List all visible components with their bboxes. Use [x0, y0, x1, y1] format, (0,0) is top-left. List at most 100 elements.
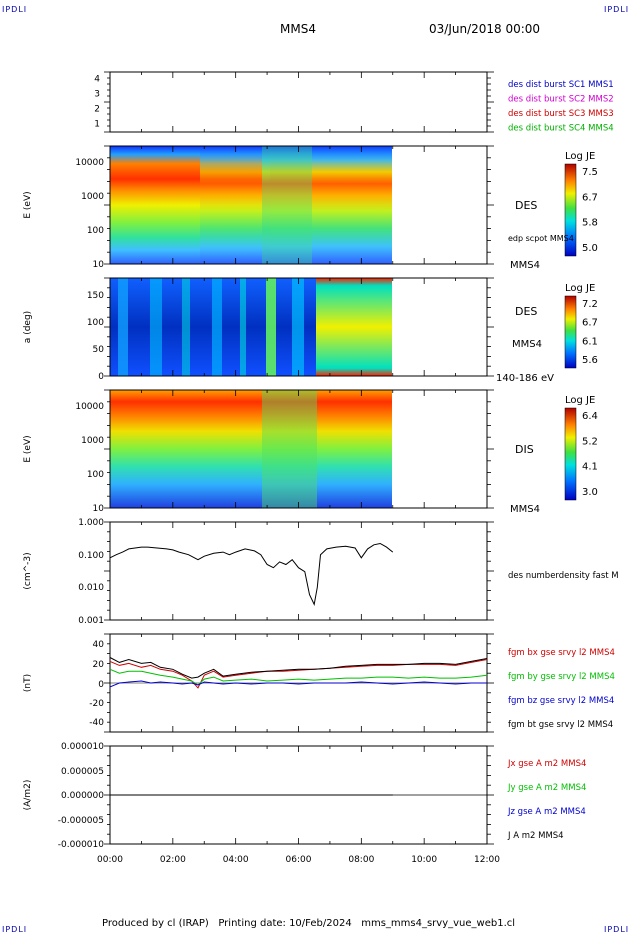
- dis-energy-patch: [262, 390, 317, 508]
- y-axis-label: (A/m2): [23, 780, 33, 811]
- bfield-legend-entry: fgm bt gse srvy l2 MMS4: [508, 720, 613, 730]
- bfield-legend-entry: fgm bx gse srvy l2 MMS4: [508, 648, 615, 658]
- y-axis-label: (cm^-3): [23, 552, 33, 589]
- y-tick-label: 1000: [81, 192, 104, 202]
- y-tick-label: 1.000: [78, 518, 104, 528]
- corner-label-bottom-right: IPDLI: [604, 925, 630, 934]
- bfield-series: [109, 657, 488, 689]
- pitch-stripe-3: [182, 278, 190, 376]
- bfield-line-3: [109, 657, 488, 679]
- des-pitch-colorbar: [564, 295, 577, 369]
- current-legend-entry: Jz gse A m2 MMS4: [507, 807, 586, 817]
- time-tick-label: 12:00: [474, 855, 500, 865]
- pitch-stripe-7: [292, 278, 304, 376]
- y-tick-label: 3: [94, 90, 100, 100]
- des-energy-patch-b: [262, 146, 392, 264]
- pitch-stripe-1: [118, 278, 128, 376]
- y-tick-label: 0: [98, 372, 104, 382]
- des-energy-patch-c: [262, 146, 312, 264]
- y-tick-label: 100: [87, 318, 104, 328]
- des-energy-sublabel: edp scpot MMS4: [508, 234, 574, 243]
- y-tick-label: 2: [94, 105, 100, 115]
- y-tick-label: 10: [93, 260, 105, 270]
- y-tick-label: 4: [94, 75, 100, 85]
- y-axis-label: E (eV): [23, 435, 33, 462]
- colorbar-tick-label: 6.7: [582, 318, 598, 329]
- y-tick-label: 0.100: [78, 551, 104, 561]
- pitch-stripe-2: [150, 278, 162, 376]
- y-axis-label: (nT): [23, 674, 33, 692]
- corner-label-top-left: IPDLI: [2, 5, 28, 14]
- y-tick-label: 0.000000: [61, 791, 104, 801]
- footer-text: Produced by cl (IRAP) Printing date: 10/…: [102, 918, 516, 929]
- des-energy-sc-label: MMS4: [510, 260, 540, 271]
- corner-label-bottom-left: IPDLI: [2, 925, 28, 934]
- orbit-panel: [109, 71, 488, 133]
- time-tick-label: 00:00: [97, 855, 123, 865]
- colorbar-tick-label: 5.2: [582, 436, 598, 447]
- des-pitch-sc-label: MMS4: [512, 339, 542, 350]
- density-panel: [109, 521, 488, 621]
- colorbar-tick-label: 3.0: [582, 487, 598, 498]
- axes-layer: [104, 71, 494, 845]
- y-tick-label: -0.000005: [58, 816, 104, 826]
- orbit-legend-entry: des dist burst SC1 MMS1: [508, 80, 614, 90]
- pitch-stripe-4: [212, 278, 222, 376]
- datetime-title: 03/Jun/2018 00:00: [429, 22, 541, 36]
- y-axis-label: E (eV): [23, 191, 33, 218]
- des-pitch-label: DES: [515, 305, 537, 318]
- spacecraft-title: MMS4: [280, 22, 316, 36]
- y-tick-label: 100: [87, 226, 104, 236]
- y-tick-label: -20: [89, 699, 104, 709]
- colorbar-tick-label: 4.1: [582, 462, 598, 473]
- time-tick-label: 08:00: [348, 855, 374, 865]
- orbit-frame: [109, 71, 488, 133]
- colorbar-tick-label: 6.1: [582, 336, 598, 347]
- dis-energy-label: DIS: [515, 443, 534, 456]
- current-legend-entry: J A m2 MMS4: [507, 831, 564, 841]
- y-tick-label: -40: [89, 718, 104, 728]
- colorbar-title: Log JE: [565, 395, 595, 406]
- des-pitch-energy-range: 140-186 eV: [496, 373, 554, 384]
- dis-energy-spectrogram: [110, 390, 392, 508]
- bfield-panel: [109, 633, 488, 733]
- pitch-stripe-5: [240, 278, 246, 376]
- current-legend-entry: Jx gse A m2 MMS4: [507, 759, 586, 769]
- y-tick-label: 0: [98, 680, 104, 690]
- time-tick-label: 10:00: [411, 855, 437, 865]
- colorbar-tick-label: 5.0: [582, 243, 598, 254]
- des-energy-label: DES: [515, 199, 537, 212]
- des-energy-colorbar: [564, 163, 577, 257]
- current-panel: [109, 745, 488, 845]
- density-legend: des numberdensity fast M: [508, 571, 619, 581]
- text-layer: 00:00 02:00 04:00 06:00 08:00 10:00 12:00 1 2 3 4 1…: [23, 75, 619, 866]
- density-series: [109, 542, 394, 607]
- current-legend-entry: Jy gse A m2 MMS4: [507, 783, 586, 793]
- colorbar-tick-label: 5.8: [582, 218, 598, 229]
- colorbar-tick-label: 6.4: [582, 411, 598, 422]
- y-tick-label: 10000: [75, 402, 104, 412]
- y-tick-label: 0.001: [78, 616, 104, 626]
- y-tick-label: 100: [87, 470, 104, 480]
- bfield-line-1: [109, 668, 488, 686]
- orbit-legend-entry: des dist burst SC4 MMS4: [508, 124, 614, 134]
- pitch-stripe-6: [266, 278, 276, 376]
- y-tick-label: 1: [94, 120, 100, 130]
- y-tick-label: 0.010: [78, 583, 104, 593]
- density-frame: [109, 521, 488, 621]
- bfield-legend-entry: fgm by gse srvy l2 MMS4: [508, 672, 615, 682]
- des-pitch-hot-region: [316, 278, 392, 376]
- y-tick-label: 0.000010: [61, 742, 104, 752]
- orbit-legend-entry: des dist burst SC2 MMS2: [508, 95, 614, 105]
- y-axis-label: a (deg): [23, 311, 33, 343]
- y-tick-label: 150: [87, 291, 104, 301]
- colorbar-tick-label: 7.5: [582, 167, 598, 178]
- colorbar-tick-label: 6.7: [582, 192, 598, 203]
- y-tick-label: 20: [93, 660, 105, 670]
- colorbar-tick-label: 7.2: [582, 299, 598, 310]
- colorbar-title: Log JE: [565, 151, 595, 162]
- colorbar-tick-label: 5.6: [582, 355, 598, 366]
- time-tick-label: 04:00: [223, 855, 249, 865]
- y-tick-label: 0.000005: [61, 767, 104, 777]
